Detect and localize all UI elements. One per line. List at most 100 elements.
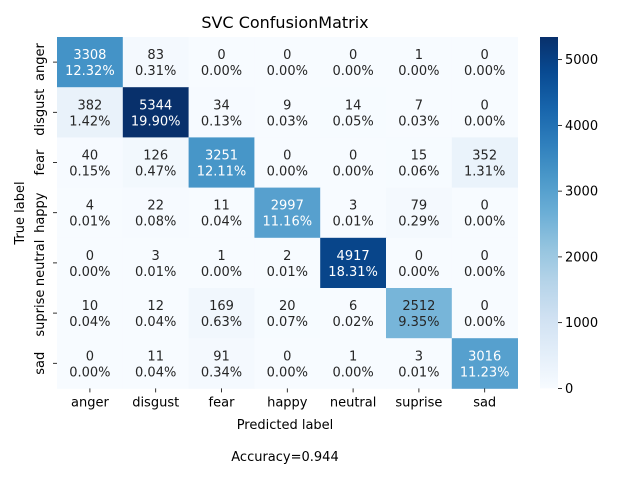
heatmap-cell (254, 137, 321, 188)
cell-count-label: 0 (283, 349, 291, 364)
colorbar: 0 1000 2000 3000 4000 5000 (540, 37, 598, 397)
heatmap-cell (122, 338, 189, 389)
cell-count-label: 79 (411, 199, 428, 214)
cell-count-label: 2997 (271, 199, 304, 214)
cell-count-label: 3251 (205, 149, 238, 164)
heatmap-cell (386, 187, 453, 239)
cell-percent-label: 1.42% (69, 114, 110, 129)
cell-count-label: 126 (143, 149, 168, 164)
heatmap-cell (254, 237, 321, 289)
y-tick-label: anger (33, 43, 48, 81)
cell-count-label: 0 (349, 48, 357, 63)
cell-count-label: 3 (152, 249, 160, 264)
cell-percent-label: 0.00% (332, 64, 373, 79)
cell-count-label: 0 (481, 48, 489, 63)
cell-percent-label: 0.04% (135, 365, 176, 380)
cell-count-label: 382 (77, 98, 102, 113)
heatmap-cell (122, 187, 189, 239)
y-axis: anger disgust fear happy neutral suprise sad (33, 43, 57, 375)
cell-count-label: 11 (147, 349, 164, 364)
heatmap-cell (320, 137, 387, 188)
cell-count-label: 11 (213, 199, 230, 214)
heatmap-cell (57, 187, 124, 239)
cell-count-label: 40 (82, 149, 99, 164)
heatmap-cell (451, 137, 518, 188)
heatmap-cell (57, 237, 124, 289)
cell-percent-label: 0.31% (135, 64, 176, 79)
y-axis-label: True label (13, 181, 28, 245)
colorbar-gradient (540, 37, 558, 389)
heatmap-cell (320, 37, 387, 88)
cell-count-label: 0 (481, 199, 489, 214)
cell-count-label: 2512 (402, 299, 435, 314)
cell-percent-label: 0.00% (398, 64, 439, 79)
cell-percent-label: 0.00% (464, 64, 505, 79)
cell-percent-label: 0.04% (135, 315, 176, 330)
heatmap-cell (57, 137, 124, 188)
heatmap-cell (122, 137, 189, 188)
colorbar-tick-label: 4000 (565, 119, 598, 134)
cell-count-label: 83 (147, 48, 164, 63)
cell-count-label: 3 (415, 349, 423, 364)
cell-percent-label: 0.01% (398, 365, 439, 380)
cell-percent-label: 0.13% (201, 114, 242, 129)
cell-percent-label: 0.01% (267, 265, 308, 280)
cell-percent-label: 0.34% (201, 365, 242, 380)
x-tick-label: fear (209, 395, 236, 410)
heatmap-cell (451, 338, 518, 389)
cell-percent-label: 0.00% (267, 165, 308, 180)
chart-title: SVC ConfusionMatrix (201, 13, 368, 32)
cell-percent-label: 0.29% (398, 215, 439, 230)
colorbar-tick-label: 3000 (565, 185, 598, 200)
cell-percent-label: 11.16% (263, 215, 313, 230)
x-tick-label: suprise (395, 395, 442, 410)
colorbar-tick-label: 5000 (565, 53, 598, 68)
cell-count-label: 1 (415, 48, 423, 63)
cell-count-label: 0 (283, 48, 291, 63)
heatmap-cell (320, 87, 387, 138)
cell-percent-label: 12.32% (65, 64, 115, 79)
x-tick-label: happy (267, 395, 308, 410)
heatmap-cell (386, 288, 453, 339)
cell-percent-label: 0.07% (267, 315, 308, 330)
cell-count-label: 34 (213, 98, 230, 113)
heatmap-cell (188, 288, 255, 339)
cell-percent-label: 0.00% (267, 64, 308, 79)
heatmap-cell (320, 187, 387, 239)
cell-percent-label: 11.23% (460, 365, 510, 380)
heatmap-cell (254, 87, 321, 138)
cell-count-label: 22 (147, 199, 164, 214)
cell-percent-label: 0.00% (201, 265, 242, 280)
cell-percent-label: 0.03% (398, 114, 439, 129)
y-tick-label: suprise (33, 290, 48, 337)
colorbar-tick-label: 2000 (565, 250, 598, 265)
heatmap-cell (320, 288, 387, 339)
cell-percent-label: 0.03% (267, 114, 308, 129)
cell-percent-label: 0.05% (332, 114, 373, 129)
cell-percent-label: 0.01% (69, 215, 110, 230)
heatmap-cell (57, 37, 124, 88)
heatmap-cell (188, 338, 255, 389)
cell-count-label: 3016 (468, 349, 501, 364)
heatmap-cell (188, 187, 255, 239)
cell-percent-label: 0.63% (201, 315, 242, 330)
heatmap-cell (451, 37, 518, 88)
cell-percent-label: 0.08% (135, 215, 176, 230)
cell-percent-label: 0.00% (69, 365, 110, 380)
heatmap-cell (451, 237, 518, 289)
cell-percent-label: 0.00% (398, 265, 439, 280)
x-tick-label: anger (71, 395, 109, 410)
heatmap-cell (57, 338, 124, 389)
cell-count-label: 0 (481, 98, 489, 113)
cell-count-label: 1 (349, 349, 357, 364)
heatmap-cell (188, 237, 255, 289)
cell-percent-label: 0.00% (69, 265, 110, 280)
cell-count-label: 20 (279, 299, 296, 314)
cell-count-label: 6 (349, 299, 357, 314)
heatmap-cell (386, 338, 453, 389)
cell-percent-label: 0.00% (464, 315, 505, 330)
heatmap-cell (451, 87, 518, 138)
cell-percent-label: 0.01% (332, 215, 373, 230)
heatmap-cell (386, 237, 453, 289)
heatmap-cell (254, 288, 321, 339)
